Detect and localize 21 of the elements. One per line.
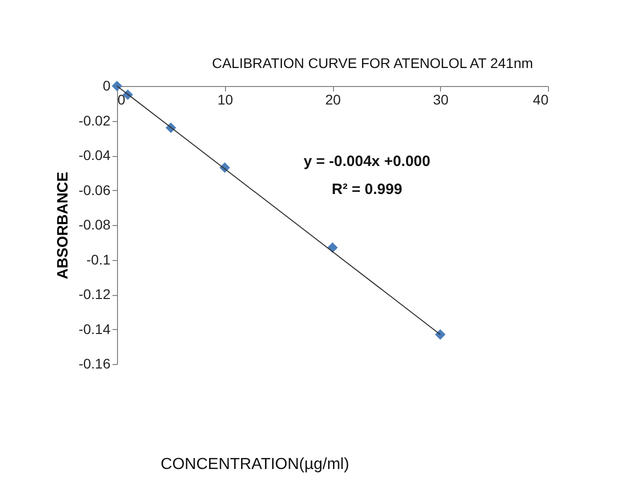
y-tick-label: -0.04: [78, 147, 111, 163]
x-tick-label: 0: [118, 92, 126, 108]
y-axis-title: ABSORBANCE: [54, 172, 72, 280]
annotation: y = -0.004x +0.000: [304, 153, 430, 170]
x-tick-label: 40: [532, 92, 549, 108]
y-tick-label: -0.14: [78, 320, 111, 337]
point: [435, 329, 446, 340]
annotation: R² = 0.999: [332, 180, 402, 198]
y-tick-label: -0.08: [78, 216, 111, 232]
y-tick-label: -0.06: [78, 182, 111, 198]
y-tick-label: 0: [102, 78, 111, 94]
y-tick-label: -0.16: [78, 356, 111, 372]
y-tick-label: -0.12: [78, 286, 111, 302]
x-tick-label: 20: [325, 92, 341, 108]
y-tick-label: -0.02: [78, 112, 111, 128]
point: [112, 80, 122, 92]
x-tick-label: 10: [217, 92, 234, 108]
text: CONCENTRATION(µg/ml): [160, 456, 350, 473]
y-tick-label: -0.1: [86, 251, 111, 268]
chart-title: CALIBRATION CURVE FOR ATENOLOL AT 241nm: [212, 55, 534, 71]
x-tick-label: 30: [432, 92, 449, 108]
